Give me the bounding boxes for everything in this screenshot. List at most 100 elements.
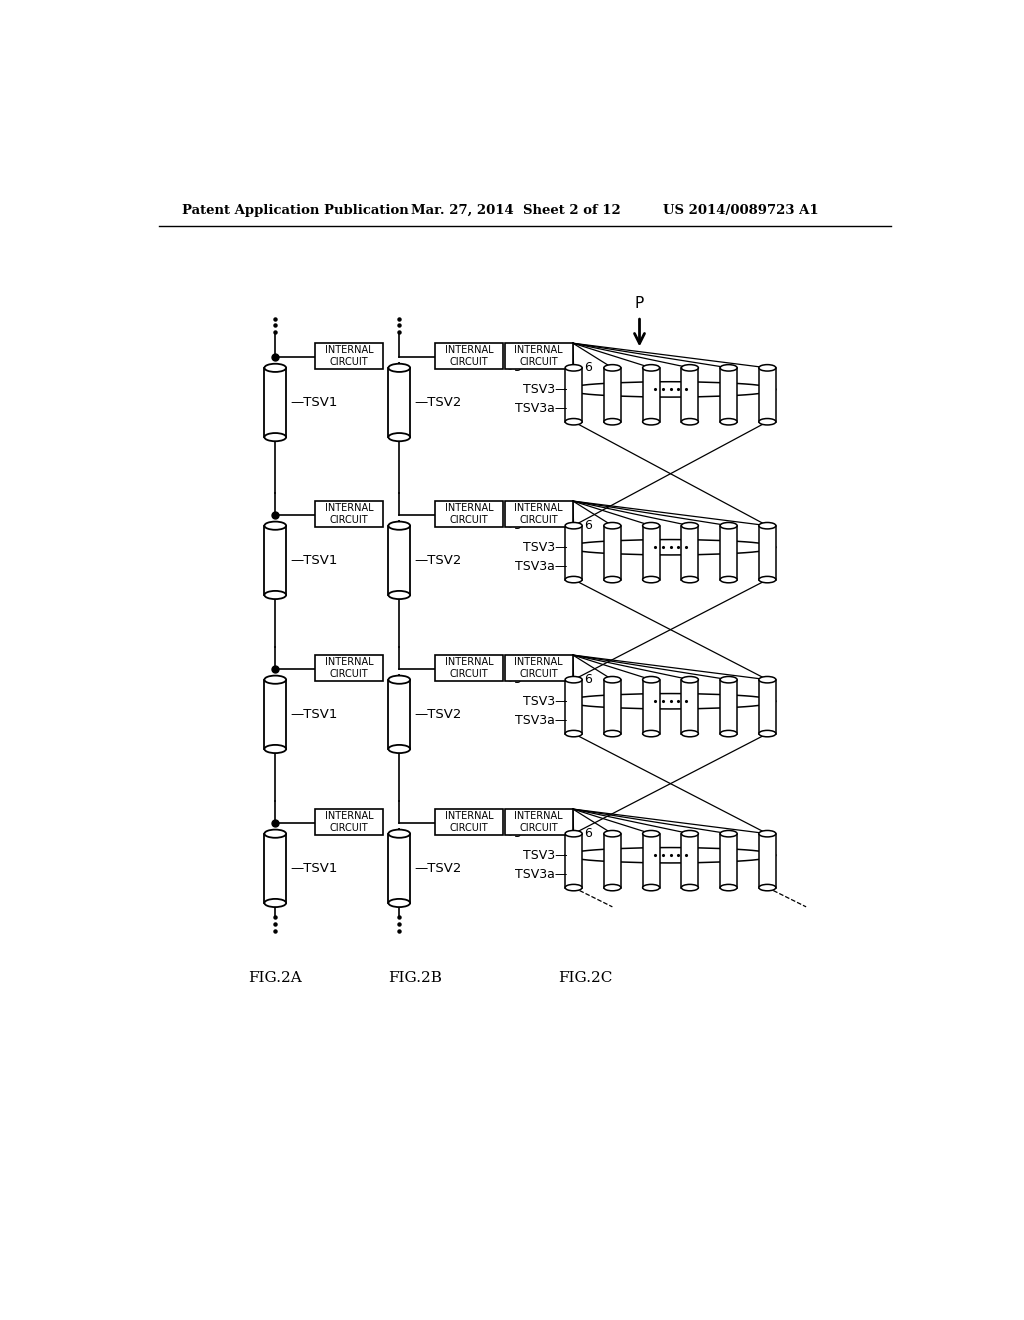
- Polygon shape: [604, 834, 621, 887]
- Text: —TSV2: —TSV2: [415, 554, 462, 566]
- Ellipse shape: [388, 829, 410, 838]
- Ellipse shape: [604, 884, 621, 891]
- Ellipse shape: [720, 730, 737, 737]
- Ellipse shape: [720, 676, 737, 682]
- Polygon shape: [314, 655, 383, 681]
- Polygon shape: [388, 368, 410, 437]
- Text: 5: 5: [514, 519, 522, 532]
- Ellipse shape: [759, 730, 776, 737]
- Text: INTERNAL
CIRCUIT: INTERNAL CIRCUIT: [514, 345, 563, 367]
- Ellipse shape: [681, 577, 698, 583]
- Ellipse shape: [759, 364, 776, 371]
- Polygon shape: [264, 525, 286, 595]
- Text: P: P: [635, 296, 644, 312]
- Polygon shape: [314, 343, 383, 370]
- Ellipse shape: [565, 523, 583, 529]
- Polygon shape: [720, 368, 737, 422]
- Text: INTERNAL
CIRCUIT: INTERNAL CIRCUIT: [325, 345, 373, 367]
- Text: FIG.2C: FIG.2C: [558, 972, 612, 986]
- Text: TSV3a—: TSV3a—: [515, 867, 567, 880]
- Ellipse shape: [604, 418, 621, 425]
- Ellipse shape: [643, 577, 659, 583]
- Ellipse shape: [681, 364, 698, 371]
- Ellipse shape: [643, 676, 659, 682]
- Text: INTERNAL
CIRCUIT: INTERNAL CIRCUIT: [325, 503, 373, 525]
- Text: FIG.2B: FIG.2B: [388, 972, 441, 986]
- Ellipse shape: [720, 884, 737, 891]
- Polygon shape: [759, 680, 776, 734]
- Polygon shape: [643, 834, 659, 887]
- Ellipse shape: [565, 577, 583, 583]
- Ellipse shape: [264, 899, 286, 907]
- Text: 5: 5: [514, 362, 522, 375]
- Text: TSV3—: TSV3—: [523, 541, 567, 554]
- Ellipse shape: [681, 884, 698, 891]
- Text: INTERNAL
CIRCUIT: INTERNAL CIRCUIT: [325, 657, 373, 680]
- Ellipse shape: [720, 523, 737, 529]
- Text: INTERNAL
CIRCUIT: INTERNAL CIRCUIT: [444, 810, 494, 833]
- Ellipse shape: [264, 676, 286, 684]
- Ellipse shape: [565, 676, 583, 682]
- Ellipse shape: [643, 364, 659, 371]
- Ellipse shape: [759, 523, 776, 529]
- Polygon shape: [565, 368, 583, 422]
- Polygon shape: [435, 502, 503, 527]
- Ellipse shape: [720, 364, 737, 371]
- Ellipse shape: [720, 418, 737, 425]
- Text: INTERNAL
CIRCUIT: INTERNAL CIRCUIT: [444, 657, 494, 680]
- Ellipse shape: [264, 521, 286, 529]
- Text: —TSV1: —TSV1: [291, 554, 338, 566]
- Ellipse shape: [264, 364, 286, 372]
- Text: —TSV2: —TSV2: [415, 708, 462, 721]
- Text: 6: 6: [584, 519, 592, 532]
- Ellipse shape: [759, 418, 776, 425]
- Ellipse shape: [759, 884, 776, 891]
- Ellipse shape: [388, 899, 410, 907]
- Text: Patent Application Publication: Patent Application Publication: [182, 205, 409, 218]
- Ellipse shape: [565, 418, 583, 425]
- Ellipse shape: [681, 830, 698, 837]
- Polygon shape: [314, 502, 383, 527]
- Polygon shape: [720, 834, 737, 887]
- Polygon shape: [505, 809, 572, 836]
- Ellipse shape: [604, 523, 621, 529]
- Text: 5: 5: [514, 673, 522, 686]
- Text: 6: 6: [584, 673, 592, 686]
- Ellipse shape: [388, 433, 410, 441]
- Ellipse shape: [720, 830, 737, 837]
- Text: INTERNAL
CIRCUIT: INTERNAL CIRCUIT: [514, 503, 563, 525]
- Ellipse shape: [565, 730, 583, 737]
- Ellipse shape: [643, 830, 659, 837]
- Ellipse shape: [681, 730, 698, 737]
- Ellipse shape: [681, 523, 698, 529]
- Text: —TSV2: —TSV2: [415, 862, 462, 875]
- Text: Mar. 27, 2014  Sheet 2 of 12: Mar. 27, 2014 Sheet 2 of 12: [411, 205, 621, 218]
- Polygon shape: [681, 680, 698, 734]
- Ellipse shape: [759, 830, 776, 837]
- Text: FIG.2A: FIG.2A: [249, 972, 302, 986]
- Text: US 2014/0089723 A1: US 2014/0089723 A1: [663, 205, 818, 218]
- Ellipse shape: [264, 744, 286, 754]
- Text: TSV3—: TSV3—: [523, 694, 567, 708]
- Polygon shape: [264, 680, 286, 748]
- Ellipse shape: [643, 418, 659, 425]
- Text: INTERNAL
CIRCUIT: INTERNAL CIRCUIT: [514, 810, 563, 833]
- Text: INTERNAL
CIRCUIT: INTERNAL CIRCUIT: [444, 345, 494, 367]
- Polygon shape: [720, 680, 737, 734]
- Polygon shape: [264, 834, 286, 903]
- Text: 4: 4: [394, 828, 401, 841]
- Ellipse shape: [388, 744, 410, 754]
- Text: INTERNAL
CIRCUIT: INTERNAL CIRCUIT: [514, 657, 563, 680]
- Ellipse shape: [643, 523, 659, 529]
- Text: TSV3a—: TSV3a—: [515, 401, 567, 414]
- Ellipse shape: [681, 676, 698, 682]
- Text: INTERNAL
CIRCUIT: INTERNAL CIRCUIT: [444, 503, 494, 525]
- Polygon shape: [643, 680, 659, 734]
- Polygon shape: [435, 809, 503, 836]
- Polygon shape: [314, 809, 383, 836]
- Ellipse shape: [604, 364, 621, 371]
- Polygon shape: [604, 680, 621, 734]
- Polygon shape: [505, 502, 572, 527]
- Polygon shape: [388, 525, 410, 595]
- Polygon shape: [505, 655, 572, 681]
